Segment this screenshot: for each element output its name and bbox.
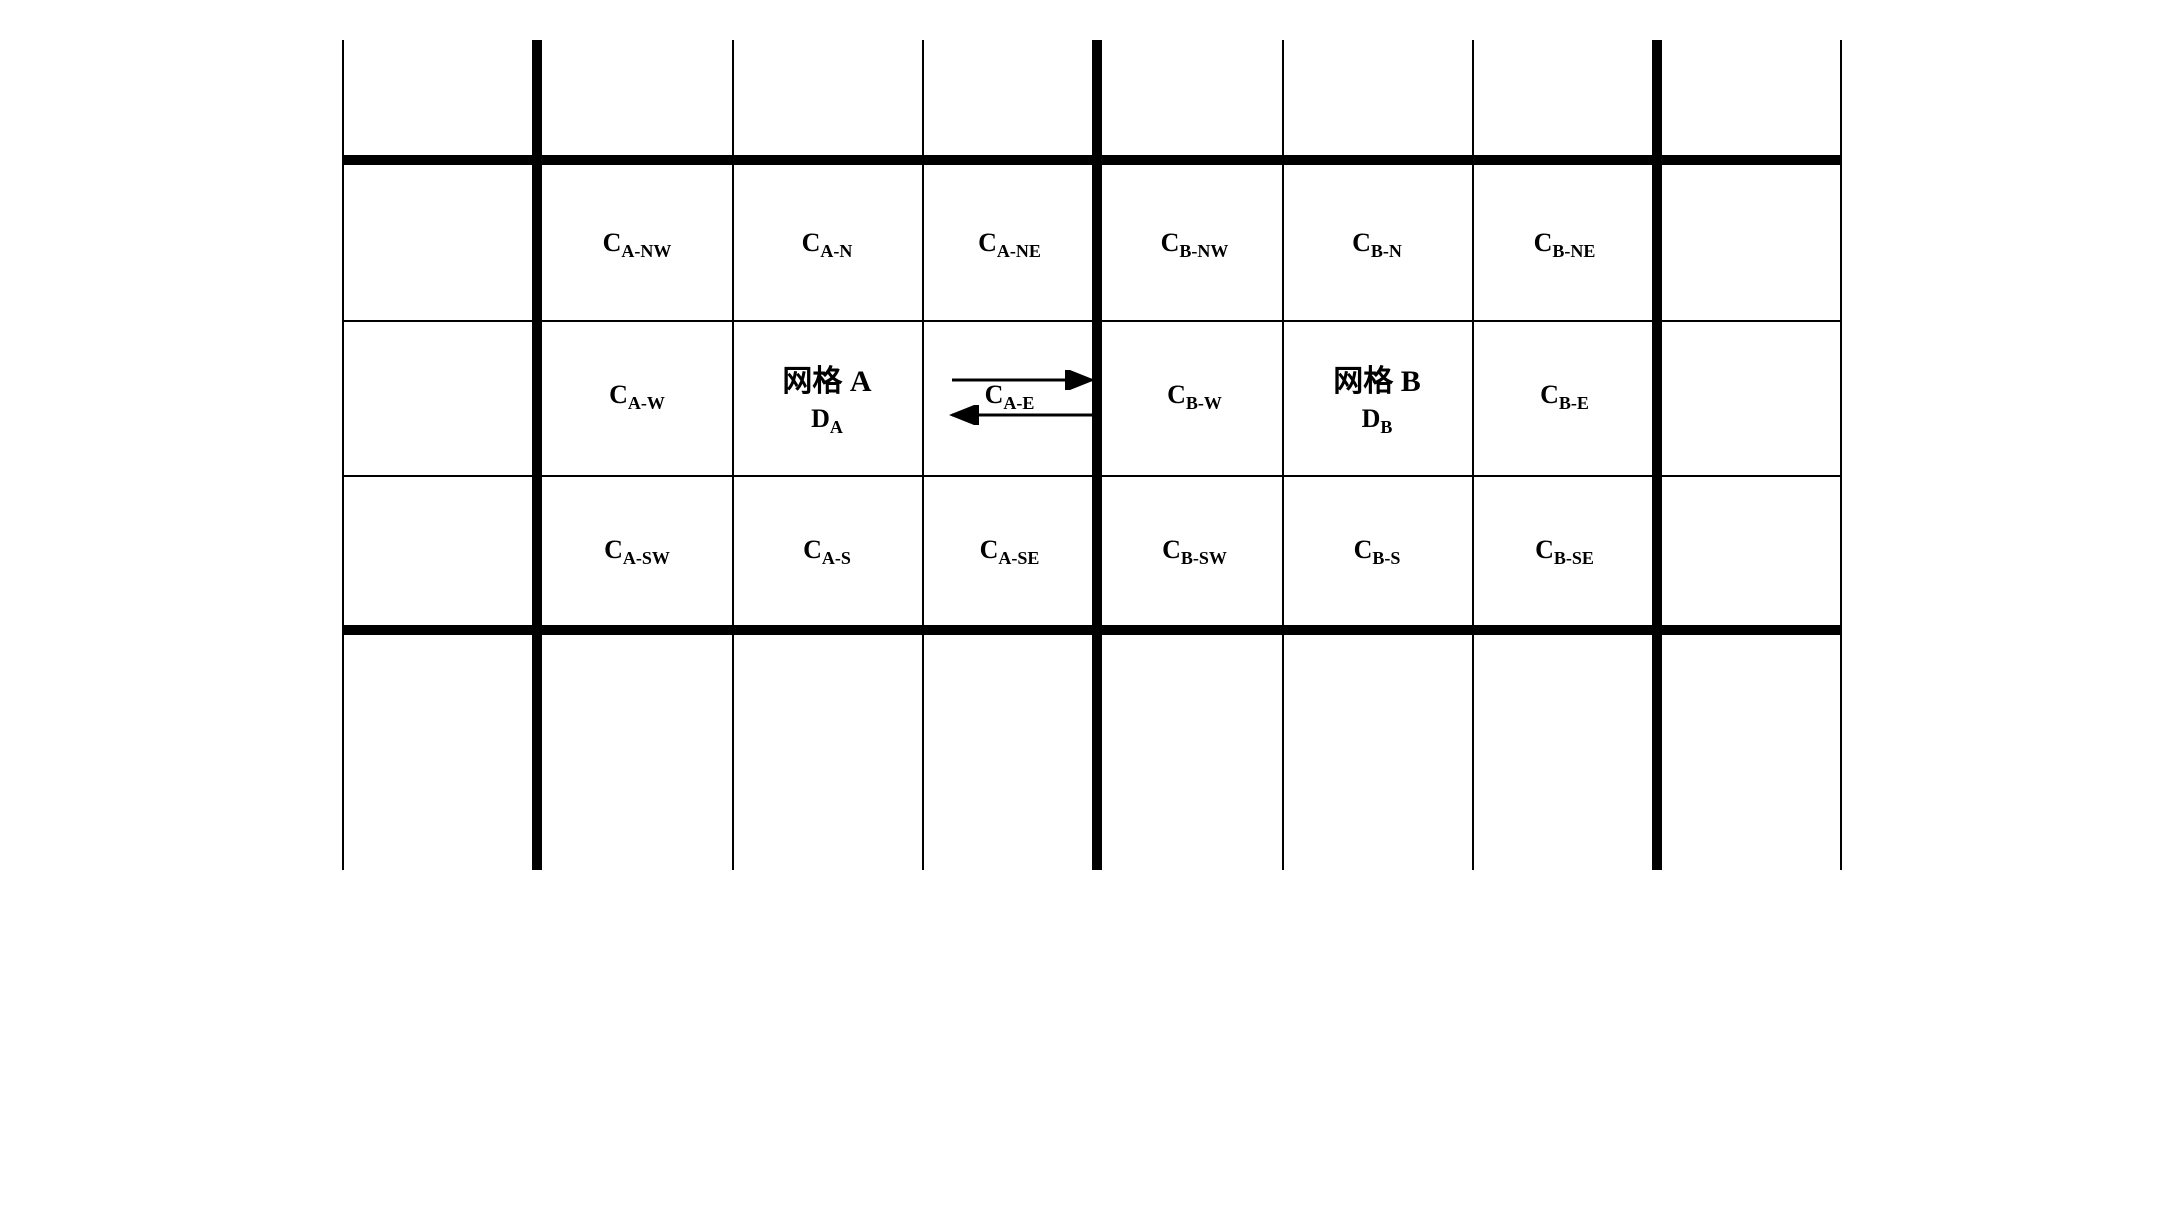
cell-a-ne: CA-NE [922,170,1097,320]
cell-b-s: CB-S [1282,475,1472,630]
cell-a-nw: CA-NW [542,170,732,320]
grid-title: 网格 A [782,356,871,400]
cell-label-text: CA-N [802,228,853,262]
cell-a-n: CA-N [732,170,922,320]
cell-b-nw: CB-NW [1107,170,1282,320]
cell-label-text: CB-W [1167,380,1222,414]
cell-label-text: CA-W [609,380,665,414]
cell-label-text: CB-NE [1534,228,1596,262]
arrow-left-icon [942,405,1102,425]
cell-b-e: CB-E [1472,320,1657,475]
grid-diagram: CA-NW CA-N CA-NE CB-NW CB-N CB-NE CA-W CA-E CB-W… [342,40,1842,870]
cell-label-text: CA-S [803,535,851,569]
cell-label-text: DA [811,404,843,438]
cell-label-text: CA-NW [603,228,672,262]
cell-label-text: DB [1362,404,1393,438]
cell-a-sw: CA-SW [542,475,732,630]
grid-line-thick-horizontal [342,155,1842,165]
cell-label-text: CB-N [1352,228,1402,262]
cell-b-n: CB-N [1282,170,1472,320]
cell-label-text: CB-SW [1162,535,1227,569]
cell-b-ne: CB-NE [1472,170,1657,320]
center-cell-grid-a: 网格 A DA [732,320,922,475]
center-cell-grid-b: 网格 B DB [1282,320,1472,475]
cell-a-e: CA-E [922,320,1097,475]
cell-label-text: CA-SE [980,535,1040,569]
cell-b-se: CB-SE [1472,475,1657,630]
cell-label-text: CB-S [1354,535,1401,569]
cell-label-text: CB-NW [1161,228,1229,262]
cell-label-text: CA-NE [978,228,1041,262]
cell-label-text: CA-SW [604,535,670,569]
cell-a-w: CA-W [542,320,732,475]
arrow-right-icon [942,370,1102,390]
cell-b-w: CB-W [1107,320,1282,475]
cell-a-se: CA-SE [922,475,1097,630]
grid-title: 网格 B [1333,356,1421,400]
cell-label-text: CB-SE [1535,535,1594,569]
cell-label-text: CB-E [1540,380,1589,414]
cell-a-s: CA-S [732,475,922,630]
cell-b-sw: CB-SW [1107,475,1282,630]
